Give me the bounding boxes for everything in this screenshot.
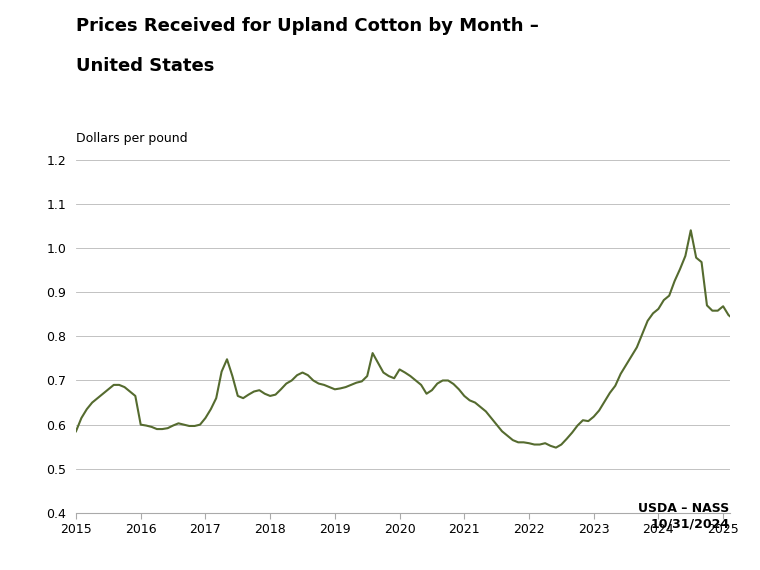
Text: USDA – NASS
10/31/2024: USDA – NASS 10/31/2024: [638, 502, 730, 530]
Text: United States: United States: [76, 57, 214, 75]
Text: Prices Received for Upland Cotton by Month –: Prices Received for Upland Cotton by Mon…: [76, 17, 539, 35]
Text: Dollars per pound: Dollars per pound: [76, 132, 188, 145]
